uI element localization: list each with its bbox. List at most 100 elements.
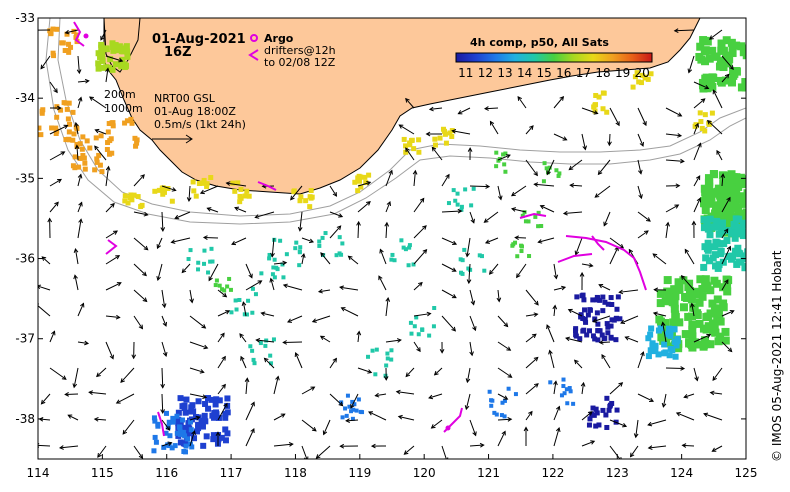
sst-pixel (750, 215, 758, 223)
current-vector-head (690, 302, 695, 308)
current-vector (100, 29, 107, 41)
map-date: 01-Aug-2021 (152, 32, 246, 47)
sst-pixel (66, 129, 72, 135)
sst-pixel (337, 235, 342, 240)
current-vector (38, 285, 51, 291)
current-vector-head (470, 218, 475, 224)
sst-pixel (712, 239, 720, 247)
credit-text: © IMOS 05-Aug-2021 12:41 Hobart (770, 250, 784, 462)
sst-pixel (446, 201, 451, 206)
sst-pixel (733, 260, 741, 268)
current-vector (161, 341, 167, 357)
current-vector-head (120, 378, 125, 383)
current-vector-head (378, 275, 383, 281)
x-tick-label: 118 (284, 466, 307, 480)
current-vector (189, 416, 200, 421)
current-vector (73, 367, 79, 388)
current-vector (157, 237, 163, 249)
current-vector-head (260, 311, 266, 317)
sst-pixel (297, 250, 302, 255)
current-vector-head (225, 181, 231, 186)
sst-pixel (593, 406, 599, 412)
current-vector-head (290, 195, 295, 201)
current-vector-head (199, 189, 205, 195)
sst-pixel (62, 47, 68, 53)
current-vector (581, 440, 595, 447)
sst-pixel (712, 223, 720, 231)
sst-pixel (218, 434, 225, 441)
sst-pixel (724, 58, 733, 67)
sst-pixel (730, 69, 739, 78)
current-vector-head (704, 84, 710, 90)
sst-pixel (99, 55, 106, 62)
current-vector-head (465, 378, 471, 384)
sst-pixel (738, 225, 746, 233)
sst-pixel (754, 204, 762, 212)
current-vector (637, 159, 642, 174)
current-vector (490, 121, 499, 135)
current-vector-head (280, 413, 286, 418)
vector-scale-arrow (152, 134, 193, 144)
sst-pixel (593, 92, 599, 98)
current-vector (217, 403, 228, 421)
current-vector-head (580, 381, 586, 387)
current-vector (581, 107, 598, 115)
current-vector-head (405, 372, 411, 378)
current-vector-head (723, 228, 729, 234)
sst-pixel (600, 308, 606, 314)
sst-pixel (339, 252, 344, 257)
sst-pixel (278, 238, 283, 243)
current-vector (157, 263, 163, 281)
current-vector (712, 445, 723, 452)
sst-pixel (250, 286, 255, 291)
sst-pixel (557, 171, 562, 176)
sst-pixel (190, 179, 196, 185)
current-vector-head (652, 311, 658, 317)
current-vector-head (534, 300, 539, 306)
current-vector (637, 185, 642, 199)
current-vector (581, 382, 585, 395)
sst-pixel (119, 56, 126, 63)
sst-pixel (718, 46, 727, 55)
current-vector (318, 289, 331, 293)
y-tick-label: -35 (15, 171, 35, 185)
current-vector (341, 307, 359, 317)
sst-pixel (170, 416, 176, 422)
current-vector-head (422, 248, 428, 254)
sst-pixel (213, 283, 218, 288)
current-vector-head (263, 357, 269, 363)
current-vector-head (356, 330, 362, 336)
current-vector-head (231, 240, 237, 246)
sst-pixel (363, 180, 369, 186)
sst-pixel (174, 413, 180, 419)
sst-pixel (656, 289, 665, 298)
current-vector-head (457, 208, 463, 214)
current-vector-head (618, 457, 622, 459)
current-vector-head (143, 245, 149, 251)
sst-pixel (183, 443, 189, 449)
current-vector-head (288, 442, 294, 447)
sst-pixel (748, 195, 756, 203)
sst-pixel (222, 414, 229, 421)
sst-pixel (645, 335, 652, 342)
sst-pixel (585, 312, 591, 318)
sst-pixel (605, 324, 611, 330)
sst-pixel (70, 137, 76, 143)
sst-pixel (242, 193, 248, 199)
current-vector-head (61, 375, 67, 380)
sst-pixel (84, 138, 90, 144)
current-vector-head (383, 376, 389, 381)
current-vector (489, 263, 499, 275)
current-vector-head (706, 119, 712, 125)
current-vector-head (287, 318, 293, 323)
current-vector-head (637, 169, 643, 175)
current-vector-head (553, 380, 558, 386)
sst-pixel (714, 184, 723, 193)
current-vector (161, 211, 164, 231)
colorbar-tick-label: 13 (497, 66, 512, 80)
current-vector (75, 122, 79, 135)
sst-pixel (66, 121, 72, 127)
sst-pixel (752, 195, 760, 203)
sst-pixel (590, 297, 596, 303)
sst-pixel (49, 125, 55, 131)
